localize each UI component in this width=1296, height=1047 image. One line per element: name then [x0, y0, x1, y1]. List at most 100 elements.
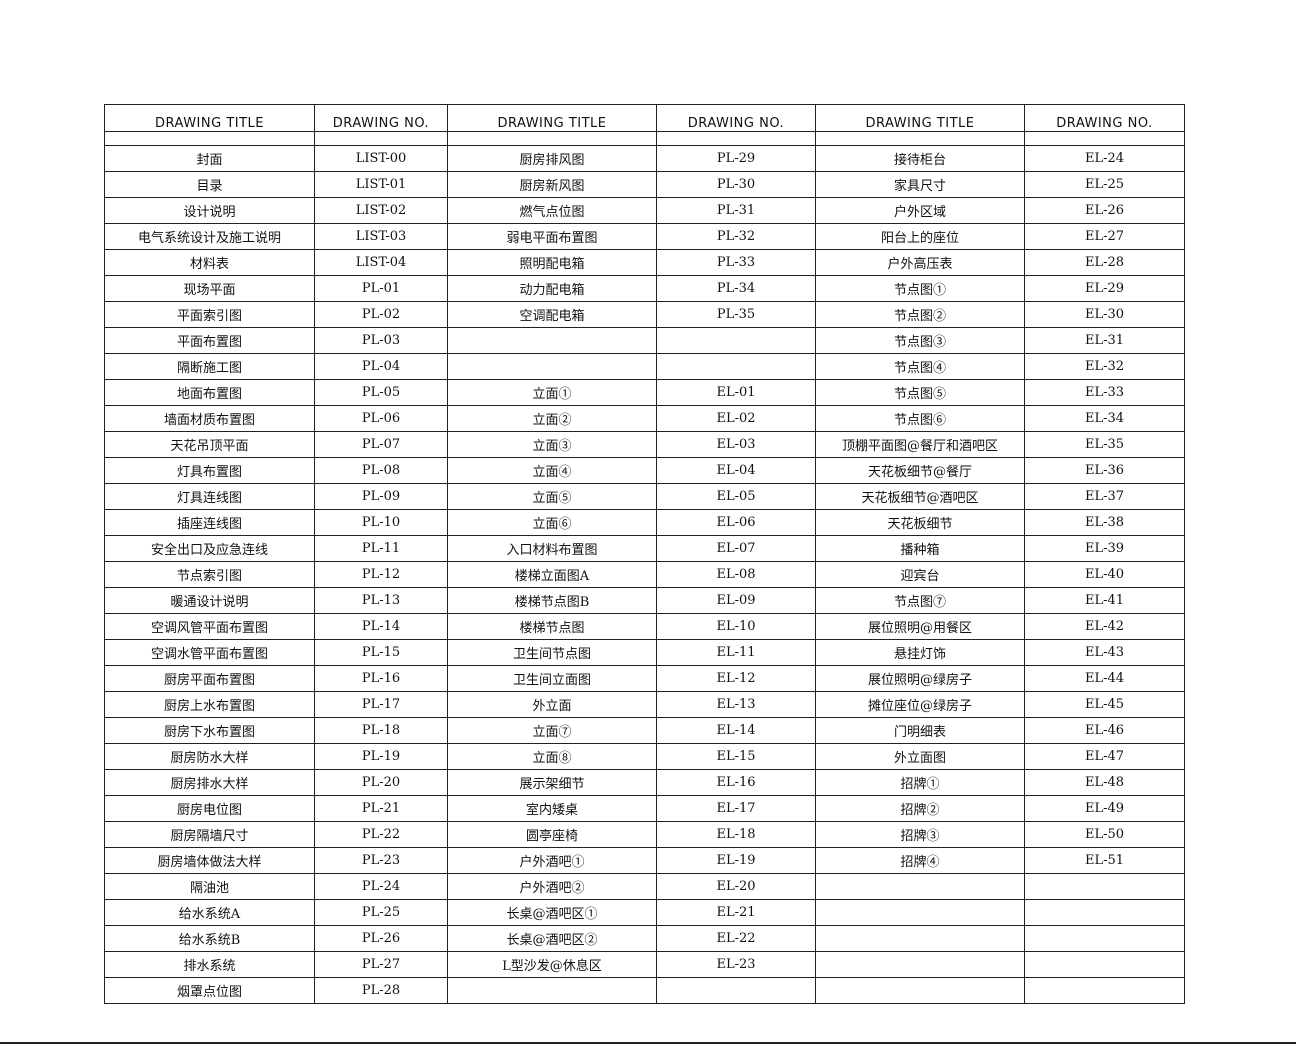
drawing-title-cell: 户外酒吧② — [447, 873, 657, 900]
drawing-title-cell: 招牌① — [815, 769, 1025, 796]
drawing-title-cell: 招牌③ — [815, 821, 1025, 848]
drawing-title-cell: 立面⑧ — [447, 743, 657, 770]
drawing-title-cell: 动力配电箱 — [447, 275, 657, 302]
drawing-no-cell: EL-10 — [656, 613, 816, 640]
header-drawing-title: DRAWING TITLE — [104, 104, 315, 132]
drawing-title-cell: 设计说明 — [104, 197, 315, 224]
table-row: 厨房平面布置图 PL-16 卫生间立面图 EL-12 展位照明@绿房子 EL-44 — [104, 665, 1185, 692]
drawing-no-cell: EL-07 — [656, 535, 816, 562]
drawing-no-cell: EL-36 — [1024, 457, 1185, 484]
drawing-no-cell: PL-14 — [314, 613, 448, 640]
drawing-title-cell: 燃气点位图 — [447, 197, 657, 224]
table-row: 封面 LIST-00 厨房排风图 PL-29 接待柜台 EL-24 — [104, 145, 1185, 172]
drawing-no-cell: EL-34 — [1024, 405, 1185, 432]
table-row: 电气系统设计及施工说明 LIST-03 弱电平面布置图 PL-32 阳台上的座位 EL-2… — [104, 223, 1185, 250]
header-drawing-no: DRAWING NO. — [314, 104, 448, 132]
drawing-no-cell: EL-25 — [1024, 171, 1185, 198]
drawing-title-cell: 立面⑥ — [447, 509, 657, 536]
drawing-title-cell: 天花吊顶平面 — [104, 431, 315, 458]
drawing-title-cell: 排水系统 — [104, 951, 315, 978]
drawing-no-cell: EL-40 — [1024, 561, 1185, 588]
drawing-no-cell: EL-02 — [656, 405, 816, 432]
drawing-no-cell: PL-07 — [314, 431, 448, 458]
drawing-title-cell — [815, 977, 1025, 1004]
table-row: 墙面材质布置图 PL-06 立面② EL-02 节点图⑥ EL-34 — [104, 405, 1185, 432]
drawing-no-cell: PL-15 — [314, 639, 448, 666]
drawing-title-cell: 厨房隔墙尺寸 — [104, 821, 315, 848]
drawing-no-cell: EL-51 — [1024, 847, 1185, 874]
drawing-title-cell — [447, 327, 657, 354]
drawing-title-cell: L型沙发@休息区 — [447, 951, 657, 978]
drawing-title-cell: 卫生间立面图 — [447, 665, 657, 692]
drawing-title-cell: 灯具连线图 — [104, 483, 315, 510]
table-row: 节点索引图 PL-12 楼梯立面图A EL-08 迎宾台 EL-40 — [104, 561, 1185, 588]
drawing-no-cell: PL-23 — [314, 847, 448, 874]
drawing-title-cell: 电气系统设计及施工说明 — [104, 223, 315, 250]
drawing-no-cell: LIST-03 — [314, 223, 448, 250]
drawing-no-cell: EL-31 — [1024, 327, 1185, 354]
drawing-title-cell: 材料表 — [104, 249, 315, 276]
drawing-no-cell: EL-42 — [1024, 613, 1185, 640]
table-row: 厨房下水布置图 PL-18 立面⑦ EL-14 门明细表 EL-46 — [104, 717, 1185, 744]
drawing-no-cell: PL-11 — [314, 535, 448, 562]
table-row: 插座连线图 PL-10 立面⑥ EL-06 天花板细节 EL-38 — [104, 509, 1185, 536]
table-row: 厨房排水大样 PL-20 展示架细节 EL-16 招牌① EL-48 — [104, 769, 1185, 796]
table-row: 隔断施工图 PL-04 节点图④ EL-32 — [104, 353, 1185, 380]
drawing-title-cell: 招牌② — [815, 795, 1025, 822]
drawing-title-cell: 隔断施工图 — [104, 353, 315, 380]
table-row: 排水系统 PL-27 L型沙发@休息区 EL-23 — [104, 951, 1185, 978]
drawing-title-cell: 厨房防水大样 — [104, 743, 315, 770]
table-row: 地面布置图 PL-05 立面① EL-01 节点图⑤ EL-33 — [104, 379, 1185, 406]
header-drawing-no: DRAWING NO. — [1024, 104, 1185, 132]
drawing-no-cell: EL-37 — [1024, 483, 1185, 510]
drawing-no-cell — [656, 327, 816, 354]
drawing-title-cell: 接待柜台 — [815, 145, 1025, 172]
drawing-title-cell: 家具尺寸 — [815, 171, 1025, 198]
drawing-title-cell: 天花板细节@餐厅 — [815, 457, 1025, 484]
drawing-title-cell: 封面 — [104, 145, 315, 172]
drawing-no-cell: EL-33 — [1024, 379, 1185, 406]
table-row: 灯具连线图 PL-09 立面⑤ EL-05 天花板细节@酒吧区 EL-37 — [104, 483, 1185, 510]
drawing-title-cell: 厨房新风图 — [447, 171, 657, 198]
drawing-no-cell: PL-24 — [314, 873, 448, 900]
drawing-no-cell: PL-18 — [314, 717, 448, 744]
drawing-title-cell: 厨房电位图 — [104, 795, 315, 822]
drawing-no-cell: EL-29 — [1024, 275, 1185, 302]
drawing-no-cell: PL-28 — [314, 977, 448, 1004]
drawing-title-cell: 卫生间节点图 — [447, 639, 657, 666]
drawing-title-cell: 厨房下水布置图 — [104, 717, 315, 744]
drawing-no-cell: EL-48 — [1024, 769, 1185, 796]
table-row: 安全出口及应急连线 PL-11 入口材料布置图 EL-07 播种箱 EL-39 — [104, 535, 1185, 562]
drawing-title-cell — [815, 873, 1025, 900]
drawing-title-cell: 立面① — [447, 379, 657, 406]
drawing-no-cell: EL-15 — [656, 743, 816, 770]
drawing-title-cell: 平面布置图 — [104, 327, 315, 354]
drawing-no-cell: EL-32 — [1024, 353, 1185, 380]
table-row: 厨房墙体做法大样 PL-23 户外酒吧① EL-19 招牌④ EL-51 — [104, 847, 1185, 874]
drawing-title-cell: 户外高压表 — [815, 249, 1025, 276]
drawing-title-cell — [815, 951, 1025, 978]
drawing-title-cell: 圆亭座椅 — [447, 821, 657, 848]
drawing-no-cell: PL-33 — [656, 249, 816, 276]
drawing-no-cell: PL-03 — [314, 327, 448, 354]
drawing-title-cell: 外立面 — [447, 691, 657, 718]
drawing-title-cell: 节点图③ — [815, 327, 1025, 354]
drawing-title-cell: 门明细表 — [815, 717, 1025, 744]
table-row: 暖通设计说明 PL-13 楼梯节点图B EL-09 节点图⑦ EL-41 — [104, 587, 1185, 614]
drawing-title-cell: 顶棚平面图@餐厅和酒吧区 — [815, 431, 1025, 458]
drawing-title-cell: 厨房平面布置图 — [104, 665, 315, 692]
drawing-no-cell: EL-23 — [656, 951, 816, 978]
drawing-no-cell: EL-08 — [656, 561, 816, 588]
drawing-title-cell: 立面④ — [447, 457, 657, 484]
table-row: 材料表 LIST-04 照明配电箱 PL-33 户外高压表 EL-28 — [104, 249, 1185, 276]
drawing-no-cell: EL-21 — [656, 899, 816, 926]
drawing-title-cell: 插座连线图 — [104, 509, 315, 536]
drawing-title-cell: 节点索引图 — [104, 561, 315, 588]
drawing-title-cell: 目录 — [104, 171, 315, 198]
drawing-no-cell: EL-19 — [656, 847, 816, 874]
drawing-title-cell: 节点图⑦ — [815, 587, 1025, 614]
drawing-title-cell: 地面布置图 — [104, 379, 315, 406]
drawing-no-cell: EL-17 — [656, 795, 816, 822]
drawing-no-cell: PL-09 — [314, 483, 448, 510]
drawing-no-cell: EL-50 — [1024, 821, 1185, 848]
